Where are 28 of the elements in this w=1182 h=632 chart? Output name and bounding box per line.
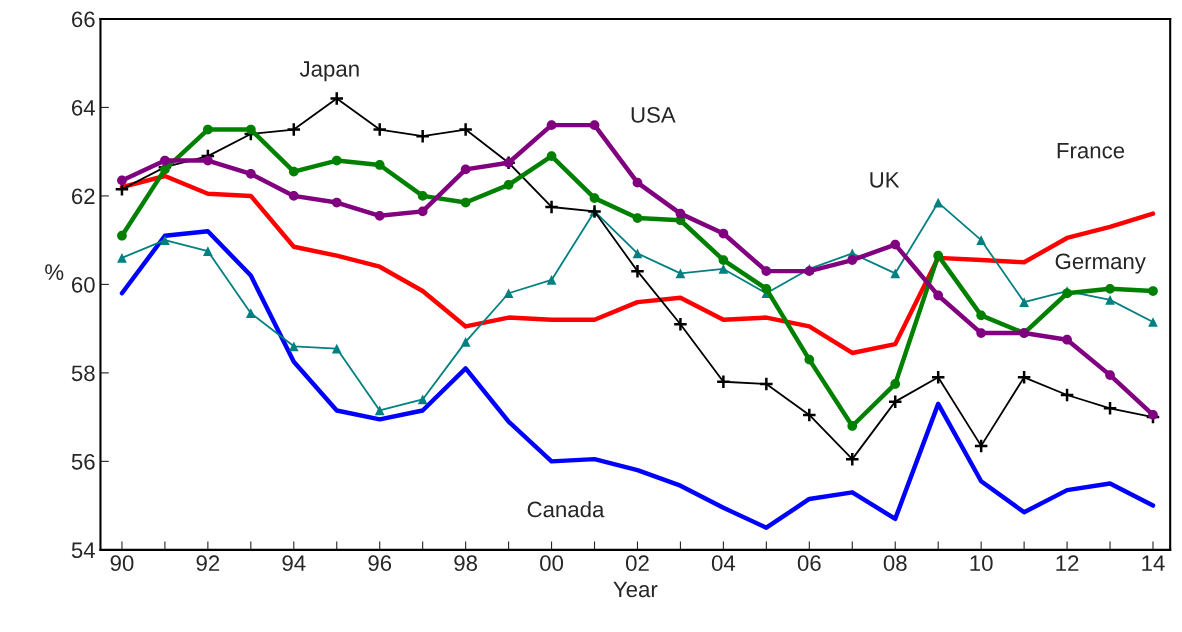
x-tick-label: 08 xyxy=(883,555,907,572)
x-tick-label: 02 xyxy=(625,555,649,572)
x-tick-label: 90 xyxy=(110,555,134,572)
series-label: Japan xyxy=(299,61,359,82)
y-tick-label: 54 xyxy=(71,542,95,559)
series-label: USA xyxy=(631,107,676,123)
x-tick-label: 94 xyxy=(282,555,306,572)
text: France xyxy=(1057,142,1125,159)
series-label: Canada xyxy=(527,501,605,518)
x-tick-label: 96 xyxy=(368,555,392,572)
x-tick-label: 06 xyxy=(797,555,821,572)
series-label: Germany xyxy=(1055,253,1146,274)
y-tick-label: 64 xyxy=(72,99,95,116)
y-tick-label: 58 xyxy=(71,365,95,382)
y-tick-label: 66 xyxy=(72,11,95,28)
x-tick-label: 14 xyxy=(1142,555,1165,571)
y-tick-label: 56 xyxy=(71,453,95,470)
x-axis-title: Year xyxy=(613,581,658,598)
x-tick-label: 98 xyxy=(454,555,478,572)
x-tick-label: 92 xyxy=(196,555,220,572)
series-label: UK xyxy=(870,172,900,188)
y-axis-title: % xyxy=(45,264,64,280)
y-tick-label: 60 xyxy=(72,276,95,293)
y-tick-label: 62 xyxy=(72,188,95,205)
x-tick-label: 10 xyxy=(970,555,993,572)
x-tick-label: 04 xyxy=(711,555,736,572)
x-tick-label: 12 xyxy=(1056,555,1079,571)
x-tick-label: 00 xyxy=(540,555,564,572)
